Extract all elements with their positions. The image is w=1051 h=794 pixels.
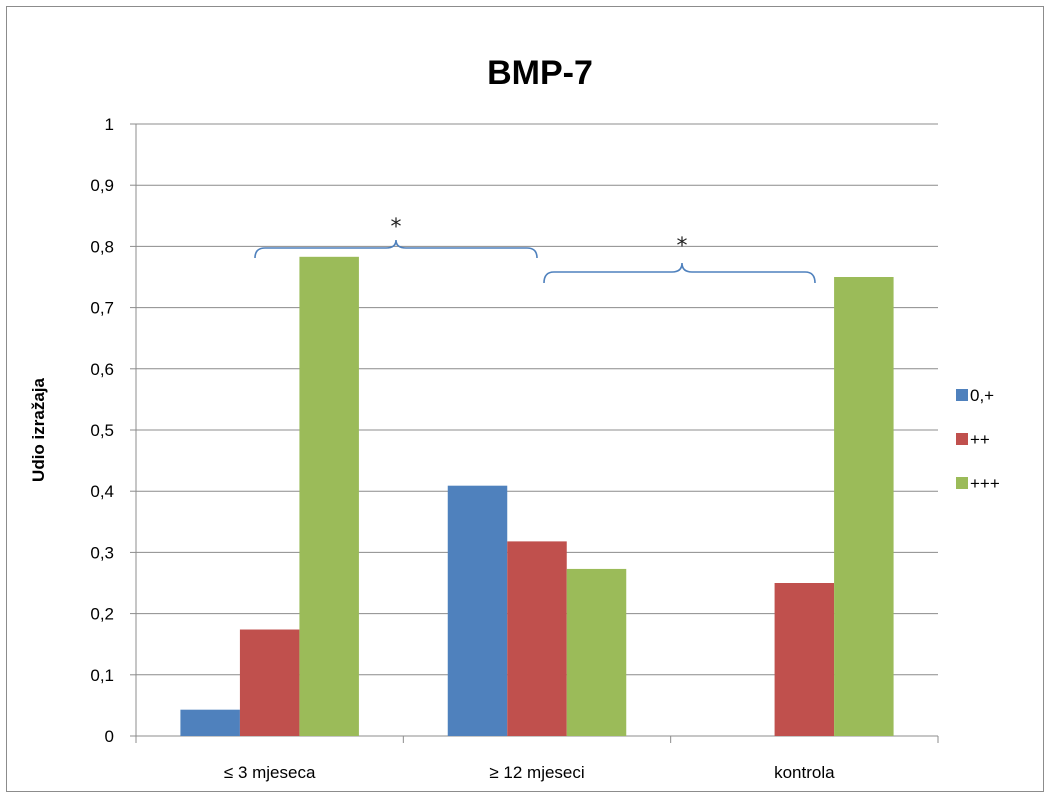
axes: 0 0,1 0,2 0,3 0,4 0,5 0,6 0,7 0,8 0,9 1 ≤ 3 mjeseca… — [90, 115, 939, 782]
x-tick-label: kontrola — [774, 763, 835, 782]
chart-title: BMP-7 — [487, 54, 593, 92]
y-tick-label: 0,8 — [90, 237, 114, 256]
y-tick-label: 0,5 — [90, 421, 114, 440]
legend-label: +++ — [970, 474, 1000, 493]
y-tick-label: 1 — [105, 115, 114, 134]
bar — [239, 629, 300, 736]
bars — [180, 256, 894, 736]
significance-bracket — [543, 262, 816, 284]
y-tick-label: 0,3 — [90, 543, 114, 562]
bar — [507, 541, 567, 736]
y-tick-label: 0,4 — [90, 482, 114, 501]
legend-swatch — [956, 477, 968, 489]
bar — [299, 256, 359, 736]
legend: 0,++++++ — [956, 386, 1000, 493]
y-tick-label: 0,6 — [90, 360, 114, 379]
significance-marker: * — [677, 234, 688, 259]
legend-swatch — [956, 433, 968, 445]
significance-marker: * — [391, 215, 402, 240]
legend-label: 0,+ — [970, 386, 994, 405]
bar — [834, 277, 894, 736]
y-tick-label: 0,1 — [90, 666, 114, 685]
legend-label: ++ — [970, 430, 990, 449]
x-tick-label: ≤ 3 mjeseca — [224, 763, 316, 782]
x-tick-label: ≥ 12 mjeseci — [489, 763, 584, 782]
significance-annotations: ** — [254, 215, 816, 284]
y-tick-label: 0,2 — [90, 605, 114, 624]
legend-swatch — [956, 389, 968, 401]
bar — [774, 583, 835, 736]
y-tick-label: 0 — [105, 727, 114, 746]
bar — [447, 485, 508, 736]
y-tick-label: 0,9 — [90, 176, 114, 195]
y-tick-label: 0,7 — [90, 299, 114, 318]
bar — [180, 709, 240, 736]
bar — [566, 568, 627, 736]
significance-bracket — [254, 239, 538, 259]
y-axis-label: Udio izražaja — [29, 377, 48, 481]
